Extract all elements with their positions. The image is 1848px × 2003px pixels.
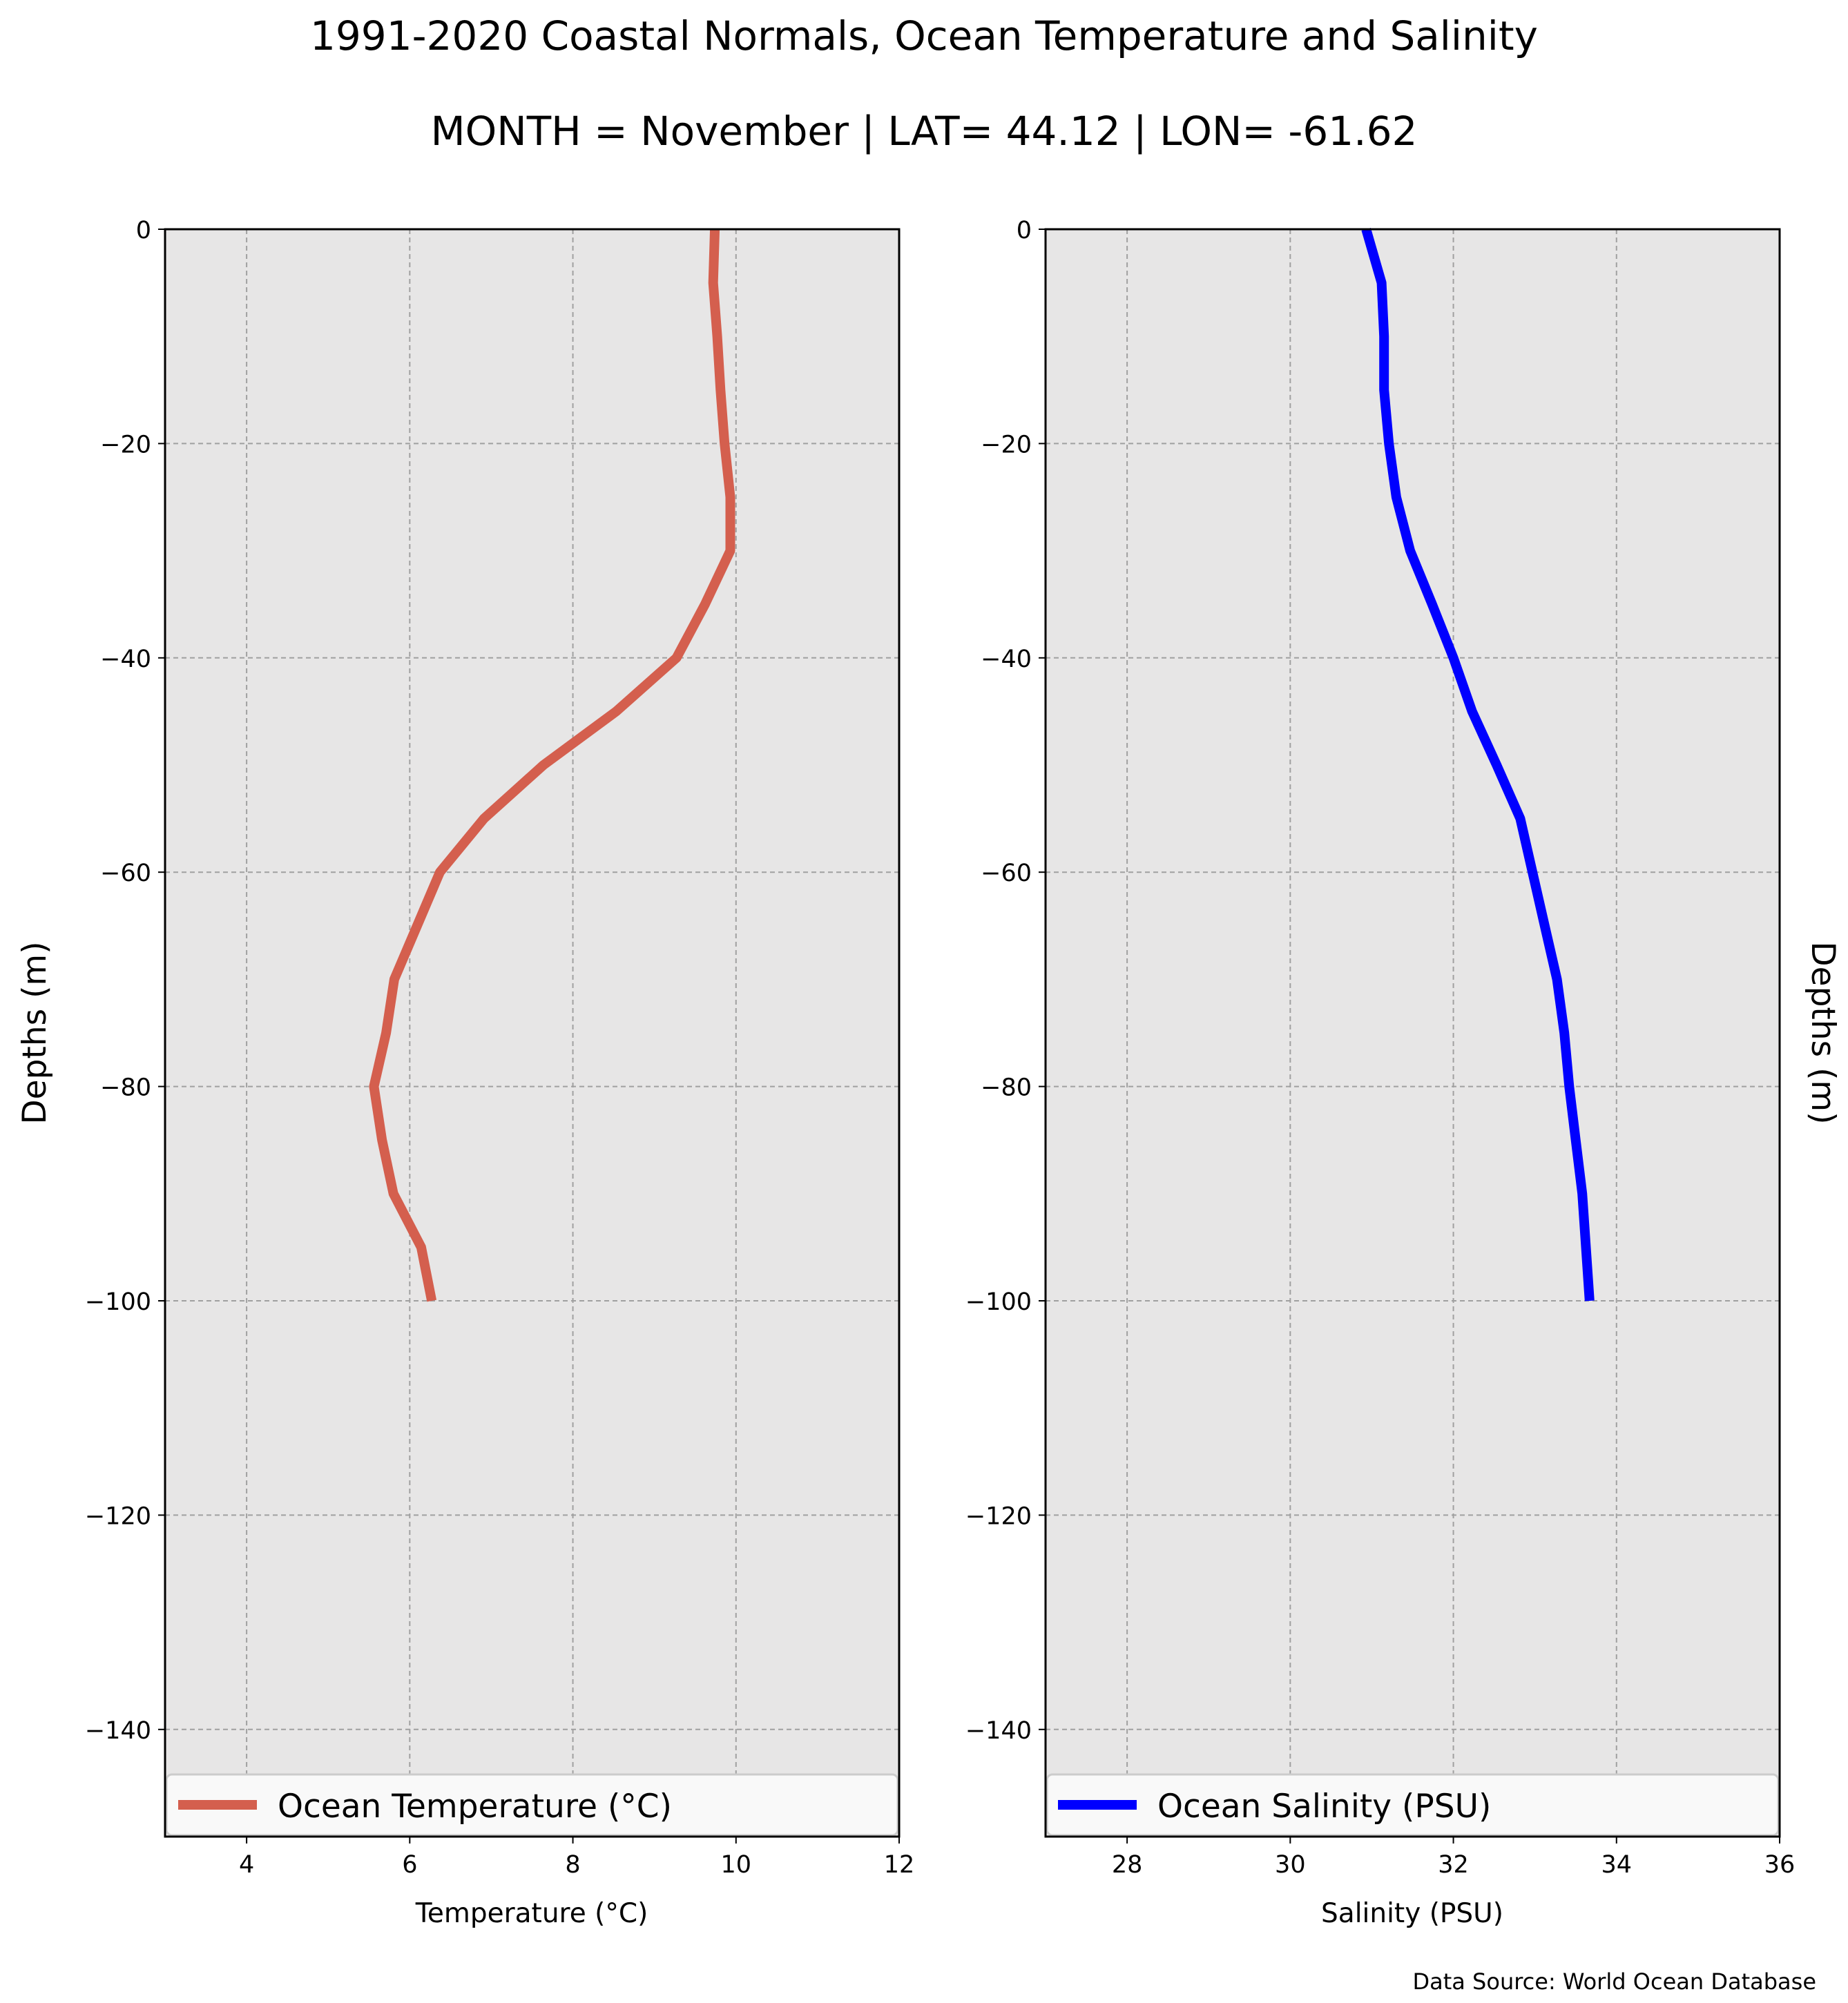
salinity-plot-frame — [1044, 228, 1781, 1838]
temperature-x-tick-label: 4 — [239, 1851, 254, 1879]
salinity-legend: Ocean Salinity (PSU) — [1046, 1773, 1780, 1837]
salinity-x-tick-label: 30 — [1275, 1851, 1306, 1879]
salinity-x-tick-label: 36 — [1764, 1851, 1796, 1879]
temperature-panel: 4 6 8 10 12 0 −20 −40 −60 −80 −100 −120 −140 Ocean T… — [16, 217, 914, 1929]
temperature-legend: Ocean Temperature (°C) — [165, 1773, 899, 1837]
temperature-legend-label: Ocean Temperature (°C) — [278, 1788, 672, 1826]
salinity-y-tick-label: −80 — [981, 1074, 1032, 1102]
salinity-y-tick-label: −40 — [981, 646, 1032, 673]
chart-title: 1991-2020 Coastal Normals, Ocean Tempera… — [310, 12, 1538, 59]
salinity-y-tick-label: −60 — [981, 860, 1032, 887]
salinity-panel: 28 30 32 34 36 0 −20 −40 −60 −80 −100 −120 −140 Ocea… — [965, 217, 1842, 1929]
temperature-axis-ticks: 4 6 8 10 12 0 −20 −40 −60 −80 −100 −120 −140 — [85, 217, 914, 1879]
salinity-axis-ticks: 28 30 32 34 36 0 −20 −40 −60 −80 −100 −120 −140 — [965, 217, 1795, 1879]
temperature-y-tick-label: 0 — [136, 217, 151, 244]
temperature-y-tick-label: −20 — [100, 431, 151, 458]
temperature-x-axis-label: Temperature (°C) — [415, 1898, 648, 1929]
salinity-x-tick-label: 28 — [1112, 1851, 1143, 1879]
temperature-y-tick-label: −120 — [85, 1502, 151, 1530]
salinity-x-axis-label: Salinity (PSU) — [1321, 1898, 1503, 1929]
temperature-x-tick-label: 10 — [721, 1851, 752, 1879]
temperature-y-tick-label: −80 — [100, 1074, 151, 1102]
temperature-plot-frame — [164, 228, 901, 1838]
salinity-y-tick-label: 0 — [1017, 217, 1032, 244]
salinity-legend-label: Ocean Salinity (PSU) — [1157, 1788, 1491, 1826]
salinity-y-tick-label: −100 — [965, 1288, 1032, 1316]
salinity-y-tick-label: −120 — [965, 1502, 1032, 1530]
salinity-series-line — [1361, 228, 1595, 1302]
temperature-y-tick-label: −60 — [100, 860, 151, 887]
temperature-y-tick-label: −40 — [100, 646, 151, 673]
salinity-series-group — [1361, 228, 1595, 1302]
data-source-note: Data Source: World Ocean Database — [1412, 1968, 1816, 1995]
salinity-plot-background — [1046, 229, 1780, 1837]
temperature-x-tick-label: 8 — [565, 1851, 580, 1879]
temperature-x-tick-label: 12 — [884, 1851, 915, 1879]
salinity-y-axis-label: Depths (m) — [1804, 941, 1842, 1124]
temperature-x-tick-label: 6 — [402, 1851, 417, 1879]
salinity-x-tick-label: 34 — [1601, 1851, 1633, 1879]
temperature-series-group — [369, 229, 735, 1302]
salinity-y-tick-label: −140 — [965, 1717, 1032, 1745]
temperature-legend-box — [165, 1773, 899, 1837]
temperature-y-axis-label: Depths (m) — [16, 941, 54, 1124]
temperature-y-tick-label: −100 — [85, 1288, 151, 1316]
salinity-y-tick-label: −20 — [981, 431, 1032, 458]
salinity-legend-box — [1046, 1773, 1780, 1837]
temperature-y-tick-label: −140 — [85, 1717, 151, 1745]
temperature-plot-background — [165, 229, 899, 1837]
salinity-x-tick-label: 32 — [1438, 1851, 1469, 1879]
chart-subtitle: MONTH = November | LAT= 44.12 | LON= -61… — [431, 108, 1418, 155]
temperature-series-line — [369, 229, 735, 1302]
